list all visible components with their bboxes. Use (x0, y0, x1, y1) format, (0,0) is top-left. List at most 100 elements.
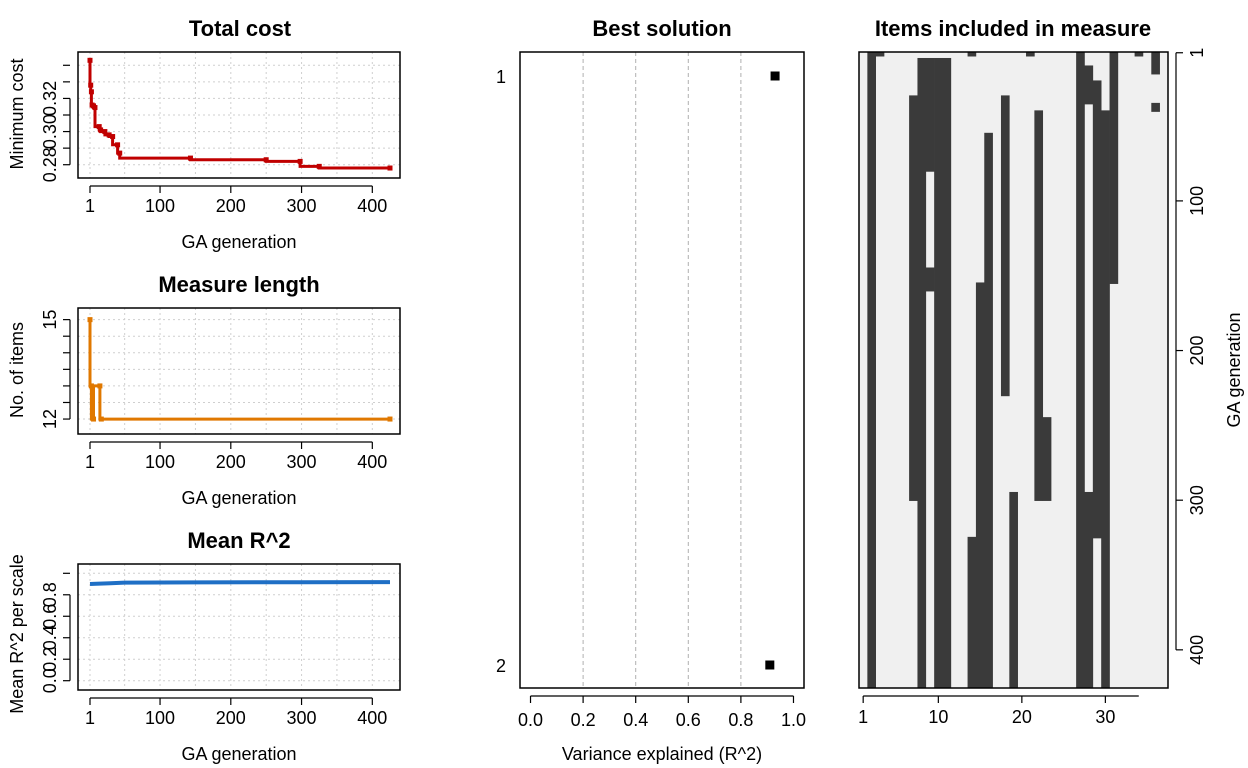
y-tick-label: 0.6 (40, 604, 60, 629)
item-included-cell (934, 57, 943, 688)
y-tick-label: 100 (1187, 186, 1207, 216)
data-point (88, 383, 94, 389)
y-tick-label: 0.4 (40, 625, 60, 650)
cost-points (87, 57, 393, 171)
item-included-cell (1034, 110, 1044, 501)
x-tick-label: 100 (145, 196, 175, 216)
data-point (117, 150, 123, 156)
item-included-cell (1092, 80, 1102, 539)
item-included-cell (1151, 52, 1160, 75)
length-points (87, 317, 393, 422)
ylabel-mean-r2: Mean R^2 per scale (7, 554, 27, 714)
yaxis-mean-r2: 0.00.20.40.60.8 (40, 572, 71, 693)
data-point (316, 163, 322, 169)
data-point (88, 89, 94, 95)
data-point (102, 129, 108, 135)
data-point (770, 71, 780, 81)
data-point (91, 416, 97, 422)
data-point (110, 134, 116, 140)
item-included-cell (867, 52, 877, 688)
title-items-included: Items included in measure (875, 16, 1151, 41)
item-included-cell (975, 282, 985, 688)
item-included-cell (917, 57, 927, 688)
panel-items-included: Items included in measure 1 10 20 30 1 100 20… (858, 16, 1244, 727)
grid-best-solution (582, 52, 742, 688)
item-included-cell (1076, 52, 1085, 688)
data-point (87, 57, 93, 63)
data-point (187, 155, 193, 161)
xaxis-items-included: 1 10 20 30 (858, 695, 1139, 727)
x-tick-label: 200 (216, 708, 246, 728)
frame-mean-r2 (77, 563, 401, 691)
xaxis-measure-length: 1 100 200 300 400 (85, 441, 387, 472)
x-tick-label: 0.2 (571, 710, 596, 730)
title-best-solution: Best solution (592, 16, 731, 41)
item-included-cell (1134, 52, 1144, 57)
data-point (115, 142, 121, 148)
y-tick-label: 300 (1187, 485, 1207, 515)
grid-measure-length (78, 308, 400, 434)
data-point (765, 660, 775, 670)
title-mean-r2: Mean R^2 (187, 528, 290, 553)
y-tick-label: 0.2 (40, 647, 60, 672)
item-included-cell (1026, 52, 1035, 57)
frame-items-included (858, 51, 1169, 689)
item-included-cell (1084, 491, 1094, 688)
data-point (387, 416, 393, 422)
x-tick-label: 20 (1012, 707, 1032, 727)
xaxis-best-solution: 0.0 0.2 0.4 0.6 0.8 1.0 (518, 695, 806, 730)
y-tick-label: 1 (496, 67, 506, 87)
data-point (96, 124, 102, 130)
data-point (297, 158, 303, 164)
data-point (88, 82, 94, 88)
xlabel-total-cost: GA generation (181, 232, 296, 252)
x-tick-label: 1.0 (781, 710, 806, 730)
x-tick-label: 0.0 (518, 710, 543, 730)
title-total-cost: Total cost (189, 16, 292, 41)
item-included-cell (1101, 110, 1110, 688)
x-tick-label: 1 (85, 196, 95, 216)
item-included-cell (1042, 417, 1052, 501)
y-tick-label: 12 (40, 409, 60, 429)
xlabel-mean-r2: GA generation (181, 744, 296, 764)
data-point (106, 132, 112, 138)
panel-mean-r2: Mean R^2 1 100 200 300 400 0.00.20.40.60.8 G… (7, 528, 401, 764)
r2-line (89, 580, 391, 586)
x-tick-label: 1 (85, 452, 95, 472)
x-tick-label: 300 (287, 452, 317, 472)
item-included-cell (942, 57, 952, 688)
data-point (98, 416, 104, 422)
x-tick-label: 10 (928, 707, 948, 727)
item-included-cell (925, 267, 935, 292)
frame-measure-length (77, 307, 401, 435)
x-tick-label: 1 (85, 708, 95, 728)
title-measure-length: Measure length (158, 272, 319, 297)
y-tick-label: 15 (40, 310, 60, 330)
xaxis-mean-r2: 1 100 200 300 400 (85, 697, 387, 728)
y-tick-label: 0.28 (40, 147, 60, 182)
ylabel-measure-length: No. of items (7, 322, 27, 418)
y-tick-label: 400 (1187, 635, 1207, 665)
x-tick-label: 200 (216, 452, 246, 472)
y-tick-label: 2 (496, 656, 506, 676)
ylabel-items-included: GA generation (1224, 312, 1244, 427)
item-included-cell (1000, 95, 1010, 397)
panel-best-solution: Best solution 0.0 0.2 0.4 0.6 0.8 1.0 12 Vari… (496, 16, 806, 764)
x-tick-label: 0.4 (623, 710, 648, 730)
frame-best-solution (519, 51, 805, 689)
yaxis-best-solution: 12 (496, 67, 506, 676)
y-tick-label: 0.0 (40, 668, 60, 693)
x-tick-label: 400 (357, 452, 387, 472)
grid-mean-r2 (78, 564, 400, 690)
y-tick-label: 0.32 (40, 81, 60, 116)
x-tick-label: 1 (858, 707, 868, 727)
y-tick-label: 0.8 (40, 582, 60, 607)
item-included-cell (984, 132, 993, 688)
x-tick-label: 30 (1095, 707, 1115, 727)
panel-total-cost: Total cost 1 100 200 300 400 0.280.300.32 GA… (7, 16, 401, 252)
frame-total-cost (77, 51, 401, 179)
x-tick-label: 0.8 (728, 710, 753, 730)
item-included-cell (875, 52, 885, 57)
ylabel-total-cost: Minimum cost (7, 58, 27, 169)
